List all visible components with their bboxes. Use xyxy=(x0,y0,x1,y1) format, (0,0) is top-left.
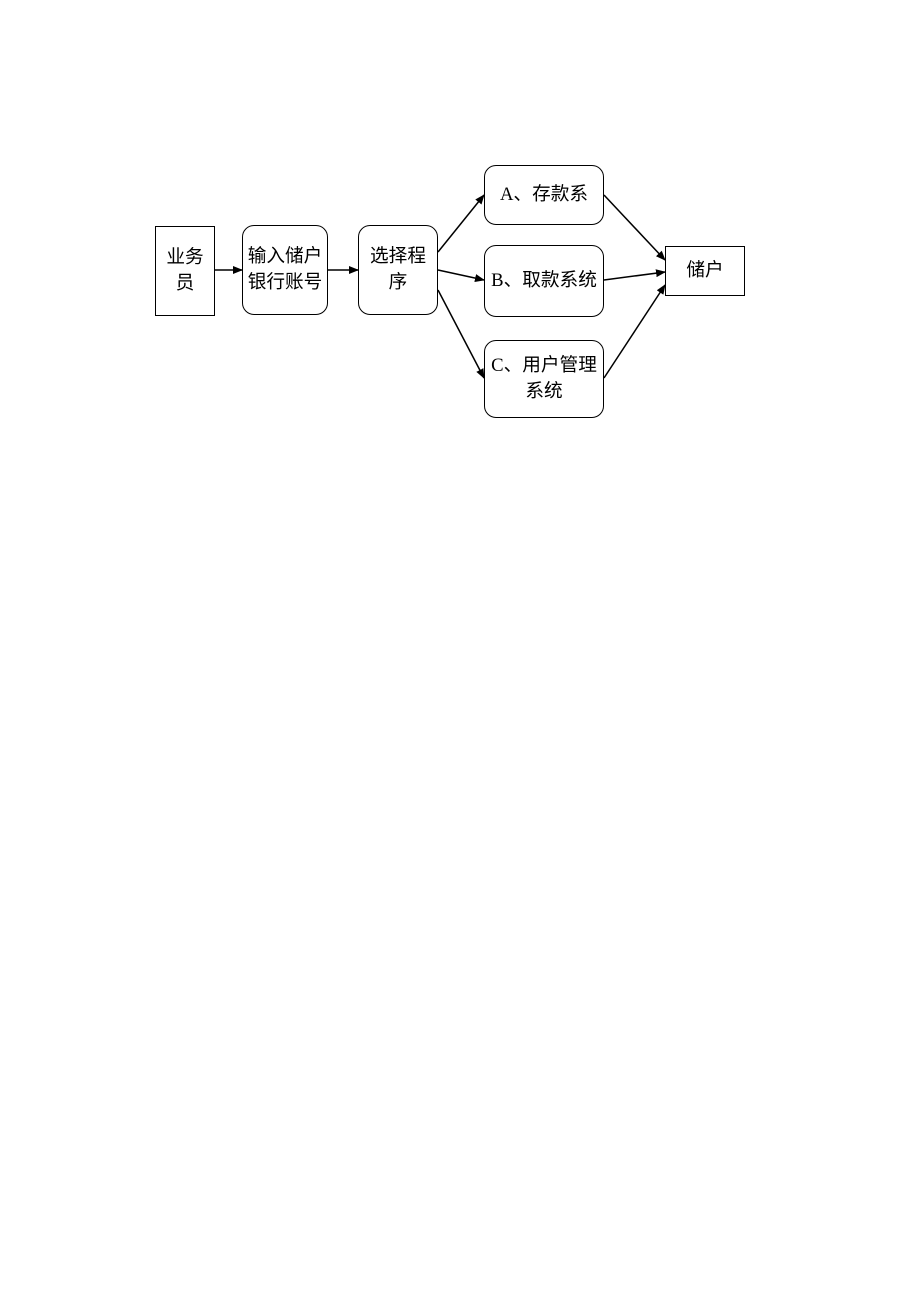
node-label-n7: 储户 xyxy=(686,258,723,284)
node-label-n6: C、用户管理系统 xyxy=(489,353,599,405)
edge-n5-n7 xyxy=(604,272,665,280)
flowchart-edges xyxy=(0,0,920,1302)
node-label-n3: 选择程序 xyxy=(363,244,433,296)
node-n4: A、存款系 xyxy=(484,165,604,225)
node-n7: 储户 xyxy=(665,246,745,296)
edge-n3-n5 xyxy=(438,270,484,280)
edge-n6-n7 xyxy=(604,285,665,378)
node-n5: B、取款系统 xyxy=(484,245,604,317)
node-n6: C、用户管理系统 xyxy=(484,340,604,418)
edge-n3-n6 xyxy=(438,290,484,378)
node-n3: 选择程序 xyxy=(358,225,438,315)
node-label-n5: B、取款系统 xyxy=(491,268,597,294)
node-n1: 业务员 xyxy=(155,226,215,316)
edge-n4-n7 xyxy=(604,195,665,260)
node-n2: 输入储户银行账号 xyxy=(242,225,328,315)
edge-n3-n4 xyxy=(438,195,484,252)
node-label-n4: A、存款系 xyxy=(500,182,588,208)
node-label-n2: 输入储户银行账号 xyxy=(247,244,323,296)
node-label-n1: 业务员 xyxy=(160,245,210,297)
